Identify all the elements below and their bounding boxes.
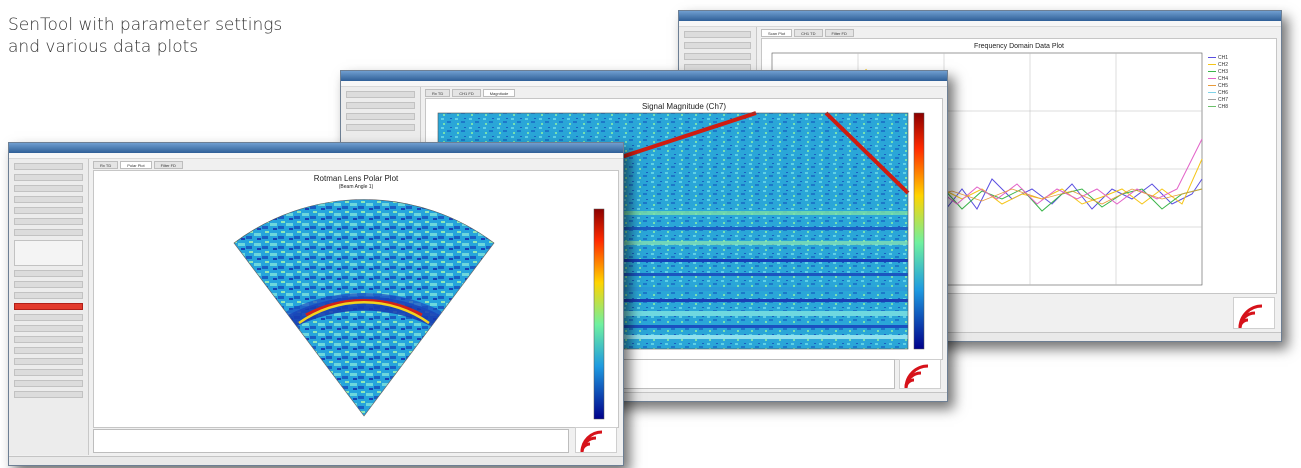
legend-item: CH5 [1208,83,1228,90]
parameter-field[interactable] [14,163,83,170]
legend-label: CH1 [1218,55,1229,61]
window-titlebar[interactable] [341,71,947,81]
window-titlebar[interactable] [9,143,623,153]
tab-rx-td[interactable]: Rx TD [93,161,119,169]
parameter-field[interactable] [14,314,83,321]
caption: SenTool with parameter settings and vari… [8,14,282,58]
legend-item: CH2 [1208,62,1228,69]
legend-label: CH6 [1218,90,1229,96]
sensor-logo-icon [904,364,929,389]
plot-subtitle: (Beam Angle 1) [338,184,374,190]
tab-magnitude[interactable]: Magnitude [482,89,516,97]
tab-ch1-td[interactable]: CH1 TD [794,29,823,37]
window-titlebar[interactable] [679,11,1281,21]
legend-item: CH3 [1208,69,1228,76]
run-status-indicator[interactable] [14,303,83,310]
parameter-field[interactable] [14,229,83,236]
target-trace-right [824,111,910,195]
caption-line-1: SenTool with parameter settings [8,15,283,35]
logo-box [575,427,617,453]
parameter-field[interactable] [684,42,751,49]
sensor-logo-icon [580,430,603,453]
sensor-logo-icon [1238,304,1263,329]
parameter-field[interactable] [684,31,751,38]
parameter-field[interactable] [14,325,83,332]
plot-title: Rotman Lens Polar Plot [313,174,399,183]
legend-item: CH6 [1208,90,1228,97]
target-arc-yellow [298,300,430,325]
plot-tabs: Scan Plot CH1 TD Filter FD [761,29,854,37]
target-arc-red [305,298,423,317]
menu-bar[interactable] [341,81,947,87]
parameter-field[interactable] [14,369,83,376]
signal-plot-area: Signal Magnitude (Ch7) [425,98,943,360]
legend-item: CH1 [1208,55,1228,62]
caption-line-2: and various data plots [8,37,199,57]
parameter-field[interactable] [14,185,83,192]
parameter-field[interactable] [14,207,83,214]
status-bar [341,392,947,401]
parameter-field[interactable] [14,358,83,365]
parameter-field[interactable] [684,53,751,60]
window-polar-plot: Rx TD Polar Plot Filter FD Rotman Lens P… [8,142,624,466]
legend-label: CH7 [1218,97,1229,103]
heatmap-bands [438,211,908,339]
menu-bar[interactable] [9,153,623,159]
legend-label: CH5 [1218,83,1229,89]
tab-ch1-fd[interactable]: CH1 FD [452,89,481,97]
parameter-checkbox[interactable] [14,292,83,299]
plot-title: Frequency Domain Data Plot [974,43,1064,50]
log-output [93,429,569,453]
parameter-field[interactable] [14,196,83,203]
legend-label: CH4 [1218,76,1229,82]
parameter-checkbox[interactable] [14,281,83,288]
tab-rx-td[interactable]: Rx TD [425,89,451,97]
legend-label: CH3 [1218,69,1229,75]
parameter-field[interactable] [14,174,83,181]
plot-tabs: Rx TD Polar Plot Filter FD [93,161,183,169]
legend-item: CH8 [1208,104,1228,111]
parameter-field[interactable] [14,380,83,387]
logo-box [1233,297,1275,329]
polar-heatmap [233,199,605,420]
legend-item: CH7 [1208,97,1228,104]
plot-title: Signal Magnitude (Ch7) [641,102,727,111]
colorbar [593,208,605,420]
parameter-sidebar [9,159,89,455]
parameter-checkbox[interactable] [14,270,83,277]
logo-box [899,359,941,389]
legend-label: CH8 [1218,104,1229,110]
parameter-field[interactable] [14,347,83,354]
tab-scan-plot[interactable]: Scan Plot [761,29,793,37]
polar-plot-area: Rotman Lens Polar Plot (Beam Angle 1) [93,170,619,428]
colorbar [913,112,925,350]
chart-legend: CH1 CH2 CH3 CH4 CH5 CH6 CH7 CH8 [1208,55,1228,111]
parameter-field[interactable] [346,124,415,131]
status-bar [679,332,1281,341]
parameter-field[interactable] [14,218,83,225]
tab-filter-fd[interactable]: Filter FD [824,29,854,37]
parameter-field[interactable] [346,113,415,120]
legend-item: CH4 [1208,76,1228,83]
parameter-field[interactable] [346,102,415,109]
legend-label: CH2 [1218,62,1229,68]
tab-polar-plot[interactable]: Polar Plot [120,161,152,169]
parameter-field[interactable] [14,391,83,398]
parameter-field[interactable] [346,91,415,98]
plot-tabs: Rx TD CH1 FD Magnitude [425,89,516,97]
tab-filter-fd[interactable]: Filter FD [153,161,183,169]
parameter-field[interactable] [14,336,83,343]
parameter-table[interactable] [14,240,83,266]
status-bar [9,456,623,465]
menu-bar[interactable] [679,21,1281,27]
